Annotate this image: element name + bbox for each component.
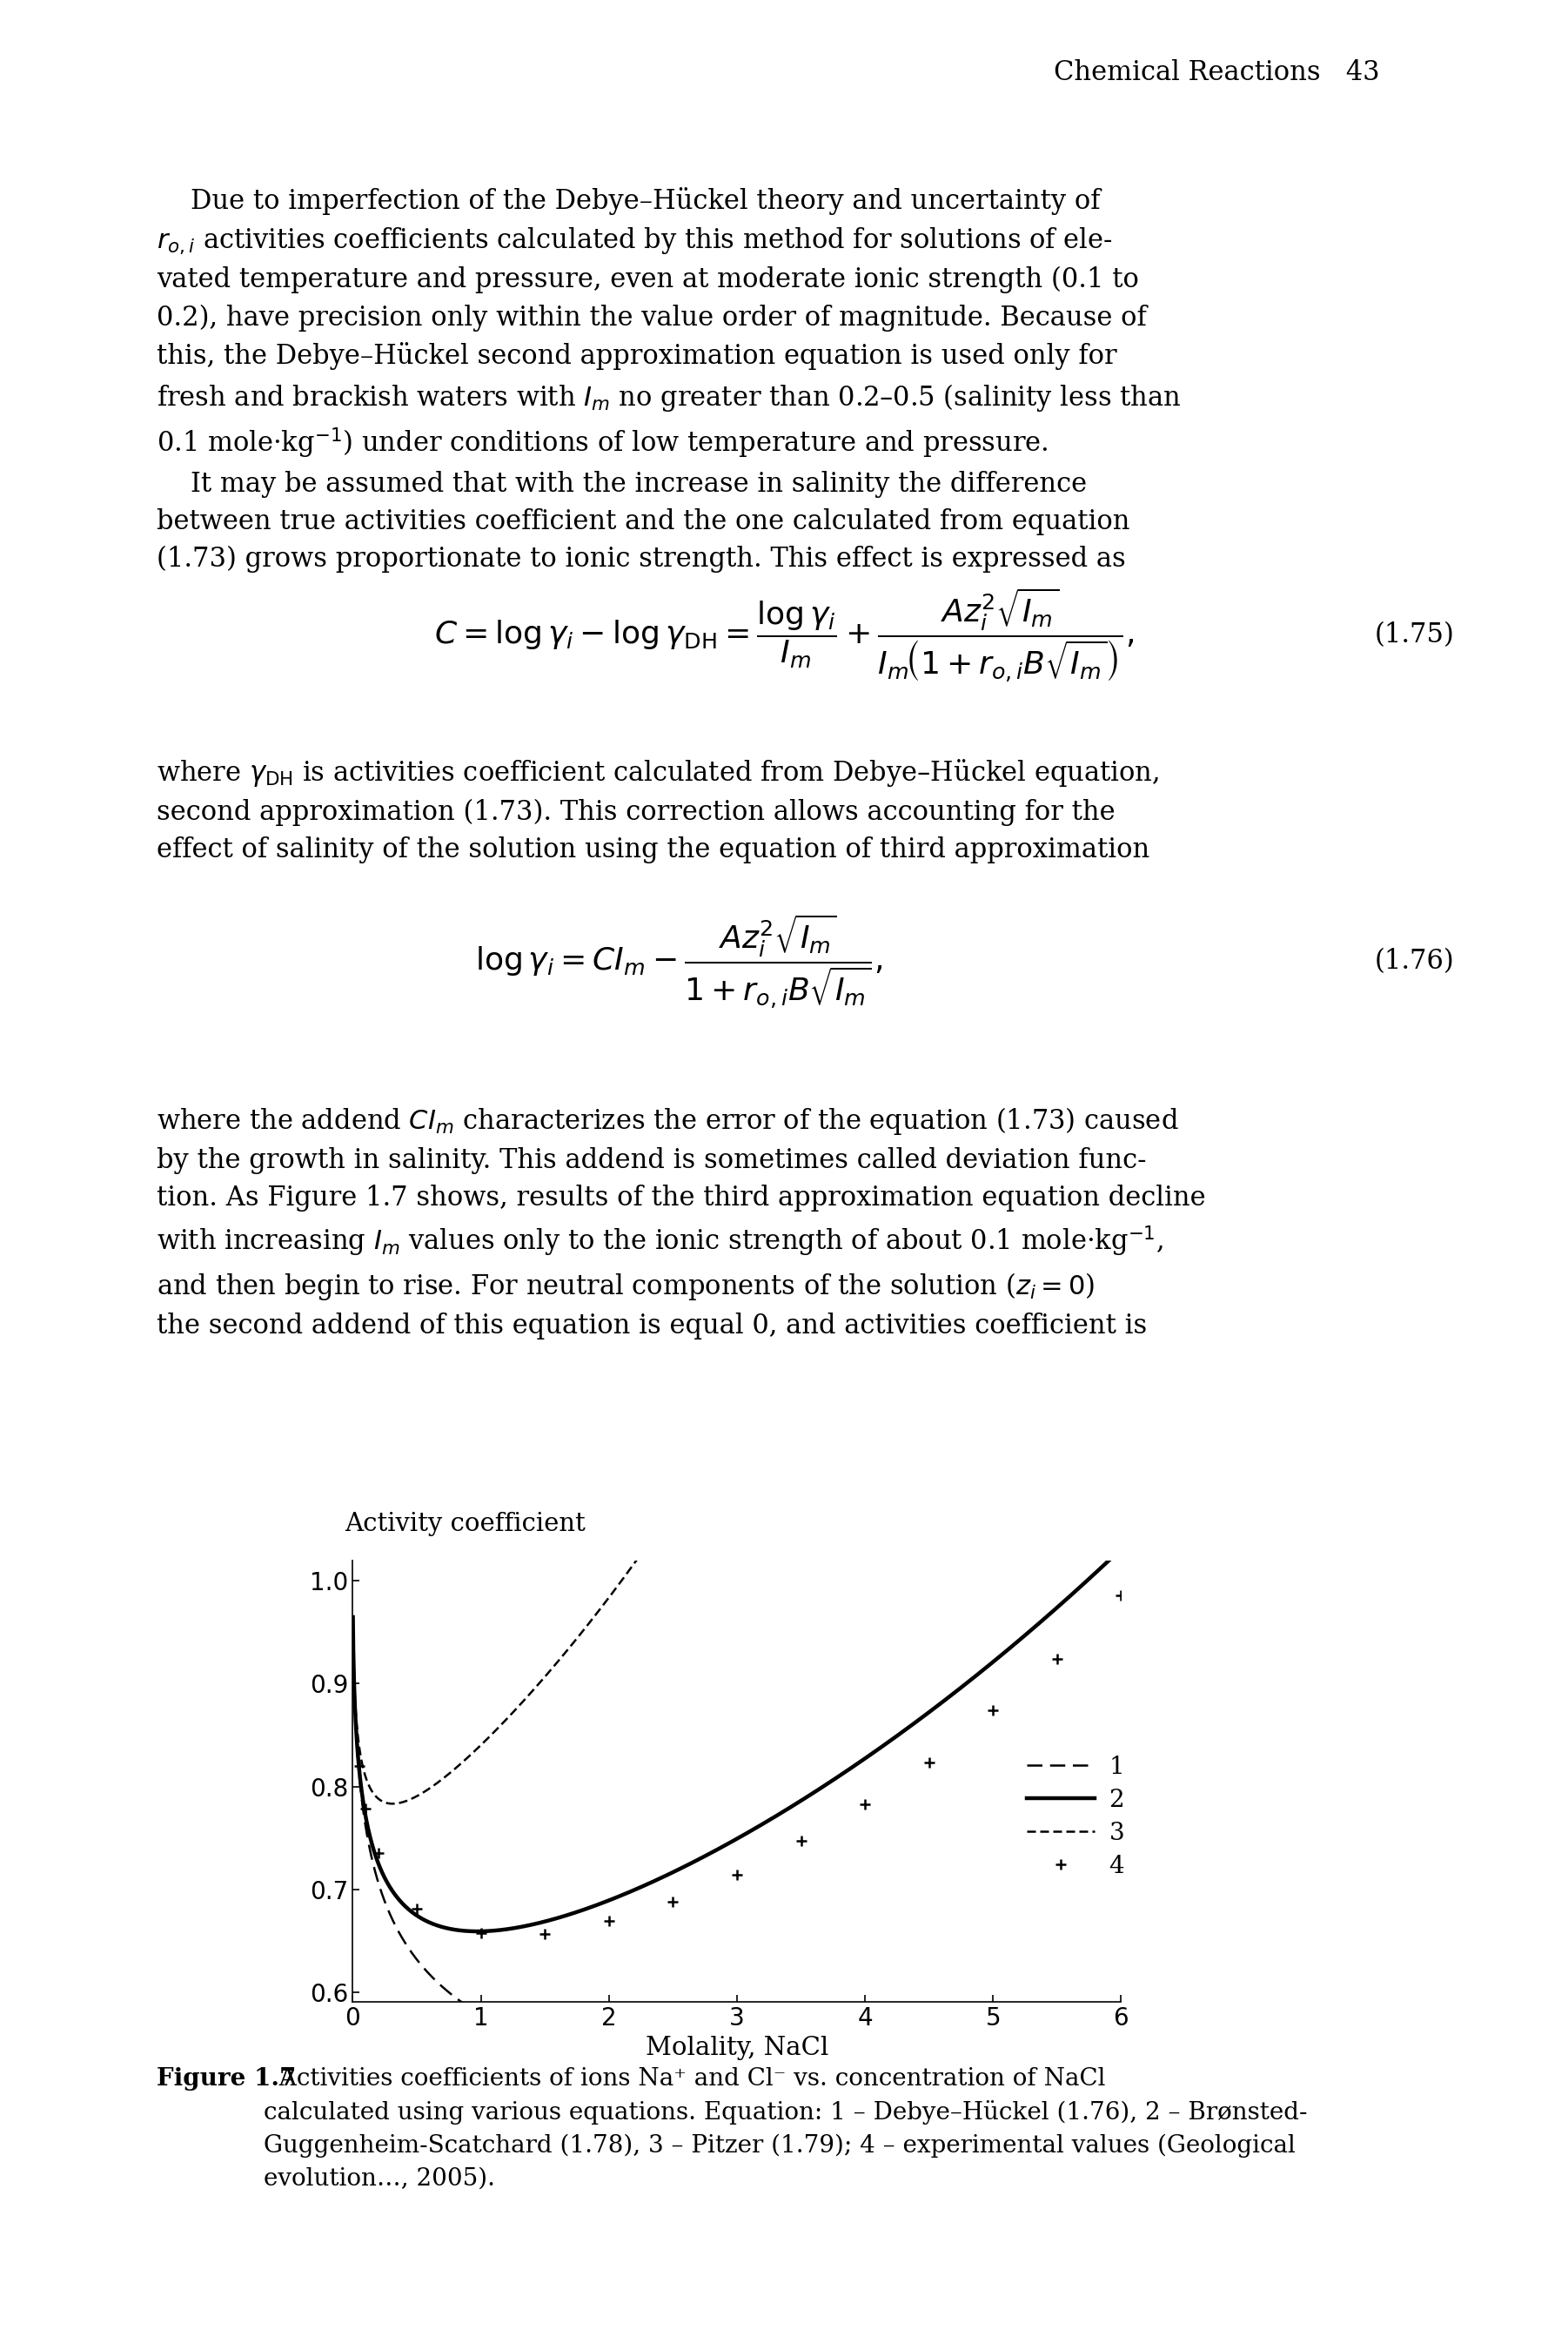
Text: $\log\gamma_i = CI_m - \dfrac{Az_i^2\sqrt{I_m}}{1+r_{o,i}B\sqrt{I_m}},$: $\log\gamma_i = CI_m - \dfrac{Az_i^2\sqr… (475, 912, 883, 1010)
Text: Activity coefficient: Activity coefficient (345, 1511, 586, 1537)
Text: Chemical Reactions   43: Chemical Reactions 43 (1054, 59, 1380, 87)
Text: $C = \log\gamma_i - \log\gamma_{\mathrm{DH}} = \dfrac{\log\gamma_i}{I_m} + \dfra: $C = \log\gamma_i - \log\gamma_{\mathrm{… (434, 585, 1134, 684)
Text: Activities coefficients of ions Na⁺ and Cl⁻ vs. concentration of NaCl
calculated: Activities coefficients of ions Na⁺ and … (263, 2068, 1308, 2190)
Text: (1.75): (1.75) (1375, 623, 1455, 649)
Text: Due to imperfection of the Debye–Hückel theory and uncertainty of
$r_{o,i}$ acti: Due to imperfection of the Debye–Hückel … (157, 188, 1181, 573)
Text: Figure 1.7: Figure 1.7 (157, 2068, 296, 2092)
Legend: 1, 2, 3, 4: 1, 2, 3, 4 (1027, 1755, 1124, 1878)
Text: where the addend $CI_m$ characterizes the error of the equation (1.73) caused
by: where the addend $CI_m$ characterizes th… (157, 1104, 1206, 1340)
Text: where $\gamma_{\mathrm{DH}}$ is activities coefficient calculated from Debye–Hüc: where $\gamma_{\mathrm{DH}}$ is activiti… (157, 757, 1159, 865)
Text: (1.76): (1.76) (1375, 949, 1455, 975)
X-axis label: Molality, NaCl: Molality, NaCl (646, 2035, 828, 2061)
